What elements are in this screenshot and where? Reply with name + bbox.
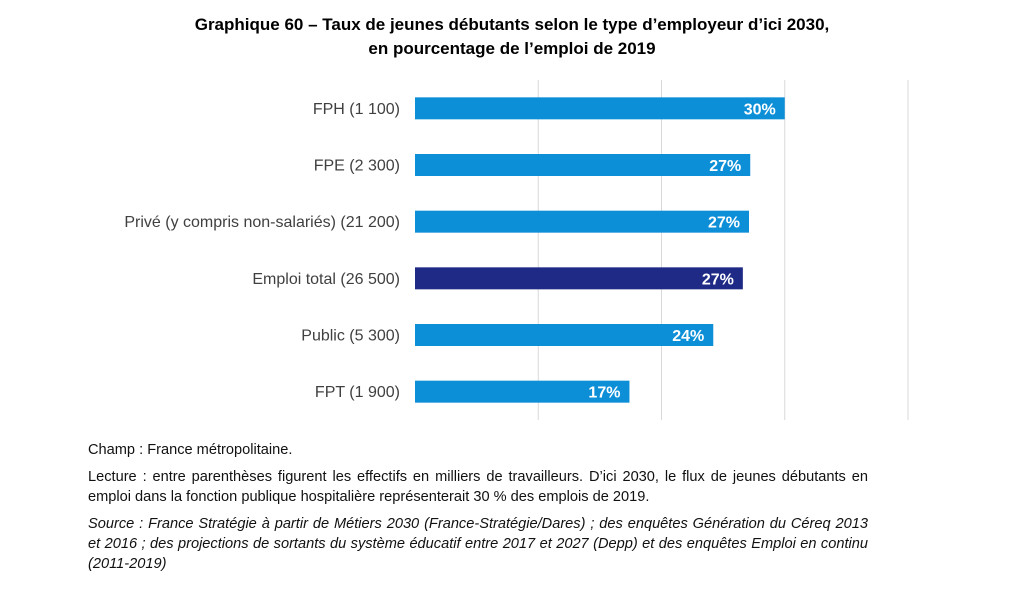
champ-note: Champ : France métropolitaine. xyxy=(88,442,293,458)
category-label: Privé (y compris non-salariés) (21 200) xyxy=(124,214,400,231)
chart-title-line-2: en pourcentage de l’emploi de 2019 xyxy=(368,39,656,58)
category-label: FPH (1 100) xyxy=(313,101,400,118)
category-label: FPE (2 300) xyxy=(314,158,400,175)
bar xyxy=(415,324,714,346)
bar-chart: FPH (1 100) 30% FPE (2 300) 27% Privé (y com… xyxy=(124,80,909,420)
data-label: 30% xyxy=(744,101,776,118)
source-note: Source : France Stratégie à partir de Mé… xyxy=(88,516,868,572)
bar xyxy=(415,154,751,176)
category-label: FPT (1 900) xyxy=(315,384,400,401)
data-label: 24% xyxy=(672,328,704,345)
data-label: 17% xyxy=(588,385,620,402)
data-label: 27% xyxy=(702,271,734,288)
chart-notes: Champ : France métropolitaine. Lecture :… xyxy=(88,440,868,581)
category-label: Public (5 300) xyxy=(301,328,400,345)
bar xyxy=(415,267,743,290)
lecture-note: Lecture : entre parenthèses figurent les… xyxy=(88,469,868,505)
data-label: 27% xyxy=(708,215,740,232)
category-label: Emploi total (26 500) xyxy=(252,271,400,288)
bar xyxy=(415,210,750,233)
chart-title: Graphique 60 – Taux de jeunes débutants … xyxy=(0,13,1024,61)
chart-title-line-1: Graphique 60 – Taux de jeunes débutants … xyxy=(194,15,830,34)
bar xyxy=(415,380,630,403)
data-label: 27% xyxy=(709,158,741,175)
bar xyxy=(415,97,785,120)
